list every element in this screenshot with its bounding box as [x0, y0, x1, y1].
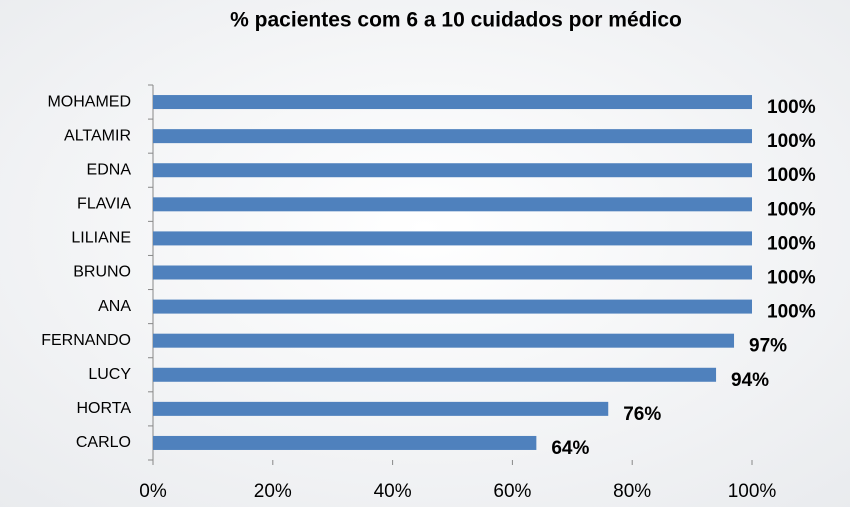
y-tick-label: CARLO: [76, 434, 131, 451]
value-label: 64%: [551, 438, 589, 459]
value-label: 100%: [767, 302, 816, 323]
y-tick-label: LUCY: [88, 366, 131, 383]
x-tick-label: 60%: [493, 481, 531, 502]
y-tick-label: BRUNO: [73, 264, 131, 281]
y-tick-label: ALTAMIR: [64, 127, 131, 144]
x-tick-label: 80%: [613, 481, 651, 502]
bar: [153, 401, 609, 416]
bar: [153, 299, 752, 314]
y-tick-label: FLAVIA: [77, 196, 131, 213]
y-tick-label: EDNA: [87, 161, 132, 178]
value-label: 100%: [767, 97, 816, 118]
bar: [153, 435, 537, 450]
y-tick-label: ANA: [98, 298, 131, 315]
y-tick-label: HORTA: [76, 400, 131, 417]
bar: [153, 367, 717, 382]
bar: [153, 197, 752, 212]
value-label: 100%: [767, 268, 816, 289]
value-label: 100%: [767, 131, 816, 152]
x-tick-label: 40%: [374, 481, 412, 502]
bar: [153, 163, 752, 178]
x-tick-label: 100%: [728, 481, 777, 502]
bar: [153, 333, 735, 348]
value-label: 100%: [767, 165, 816, 186]
value-label: 94%: [731, 370, 769, 391]
bar: [153, 129, 752, 144]
x-tick-label: 20%: [254, 481, 292, 502]
bar: [153, 231, 752, 246]
value-label: 76%: [623, 404, 661, 425]
bar: [153, 95, 752, 110]
y-tick-label: LILIANE: [71, 230, 131, 247]
chart-title: % pacientes com 6 a 10 cuidados por médi…: [230, 9, 682, 32]
y-tick-label: MOHAMED: [47, 93, 131, 110]
x-tick-label: 0%: [139, 481, 167, 502]
value-label: 100%: [767, 199, 816, 220]
value-label: 100%: [767, 233, 816, 254]
value-label: 97%: [749, 336, 787, 357]
bar: [153, 265, 752, 280]
y-tick-label: FERNANDO: [41, 332, 131, 349]
